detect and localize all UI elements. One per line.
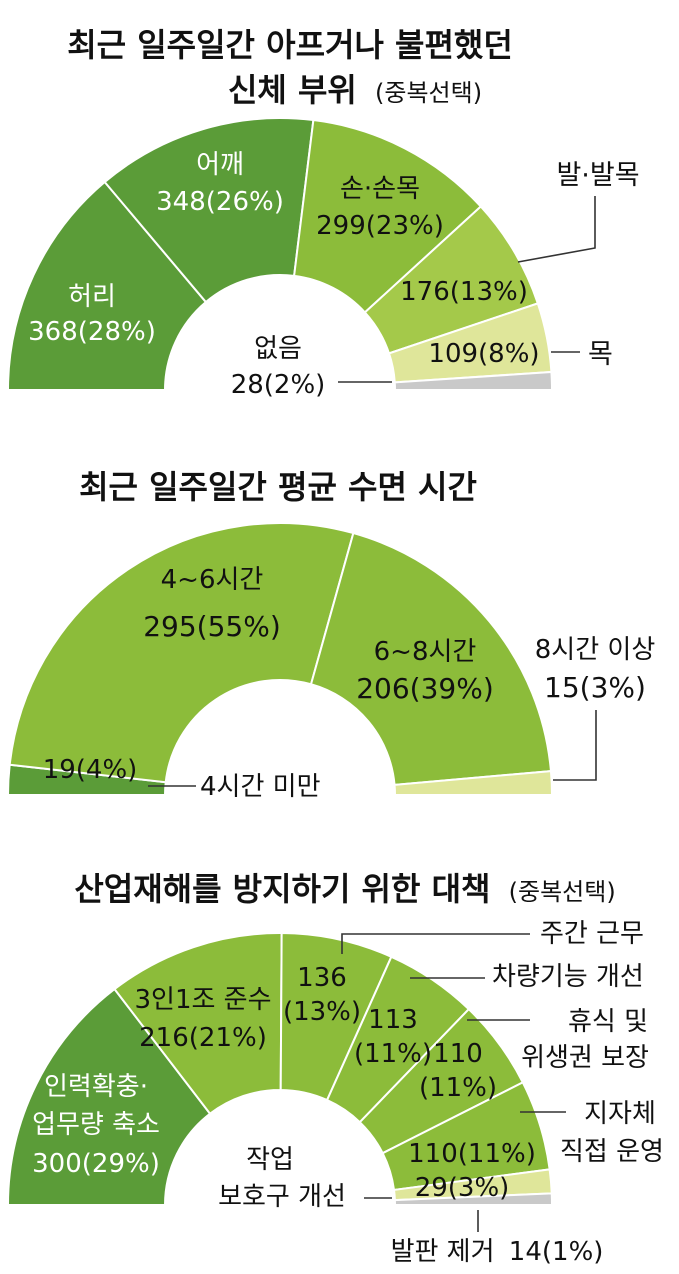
chart3-label-name-휴식: 휴식 및 xyxy=(568,1007,648,1037)
chart3-callout-주간 xyxy=(341,933,530,954)
chart1-slice-5 xyxy=(393,370,554,391)
chart1-arcs xyxy=(6,117,554,391)
chart1-label-name-목: 목 xyxy=(588,339,613,370)
chart3-label-value-차량: 113 xyxy=(368,1005,418,1035)
chart3-label-name-작업: 작업 xyxy=(246,1145,294,1175)
chart1-label-name-어깨: 어깨 xyxy=(196,150,244,180)
chart3-label-name-인력확충: 인력확충· xyxy=(44,1072,148,1102)
chart3-label-value2-주간: (13%) xyxy=(283,997,361,1027)
chart3-label-value-작업: 29(3%) xyxy=(415,1173,510,1203)
chart1-label-value-발발목: 176(13%) xyxy=(400,277,528,307)
chart3-label-value-지자체: 110(11%) xyxy=(408,1139,536,1169)
chart1-label-value-허리: 368(28%) xyxy=(28,317,156,347)
chart1-label-name-발발목: 발·발목 xyxy=(556,160,639,191)
chart1-label-name-없음: 없음 xyxy=(254,334,302,364)
chart2-arcs xyxy=(6,522,554,796)
chart2-slice-1 xyxy=(8,522,355,784)
chart1-title-second-line: 신체 부위 xyxy=(228,71,357,109)
chart3-label-name2-인력확충: 업무량 축소 xyxy=(32,1110,160,1140)
chart1-slice-1 xyxy=(103,117,315,304)
chart3-label-value-3인1조: 216(21%) xyxy=(139,1023,267,1053)
chart3-label-name2-지자체: 직접 운영 xyxy=(560,1137,664,1167)
chart1-slice-0 xyxy=(6,180,208,391)
chart2-label-value-6-8: 206(39%) xyxy=(356,672,494,705)
chart1-label-value-목: 109(8%) xyxy=(428,339,539,369)
chart3-label-value-인력확충: 300(29%) xyxy=(32,1149,160,1179)
chart1-title-line2: 신체 부위 (중복선택) xyxy=(228,71,482,109)
chart1-label-value-어깨: 348(26%) xyxy=(156,187,284,217)
chart1-label-name-손손목: 손·손목 xyxy=(340,174,420,204)
chart2-slice-2 xyxy=(309,531,553,786)
chart3-slice-1 xyxy=(113,932,283,1116)
chart3-label-name2-작업: 보호구 개선 xyxy=(218,1182,346,1212)
chart1-callout-발발목 xyxy=(517,196,596,263)
chart-accident-prevention: 산업재해를 방지하기 위한 대책 (중복선택) 인력확충· 업무량 축소 300… xyxy=(6,870,664,1267)
chart1-label-value-손손목: 299(23%) xyxy=(316,211,444,241)
chart3-label-value-휴식: 110 xyxy=(433,1039,483,1069)
chart2-label-name-6-8: 6~8시간 xyxy=(374,637,477,667)
chart2-label-value-under4: 19(4%) xyxy=(43,755,138,785)
chart3-slice-7 xyxy=(393,1192,554,1206)
chart3-label-name-지자체: 지자체 xyxy=(584,1099,656,1129)
chart1-title: 최근 일주일간 아프거나 불편했던 xyxy=(67,26,513,64)
chart1-label-value-없음: 28(2%) xyxy=(231,370,326,400)
chart3-title-line: 산업재해를 방지하기 위한 대책 (중복선택) xyxy=(74,870,615,908)
chart3-label-name-발판: 발판 제거 xyxy=(391,1237,495,1267)
chart3-label-value-발판: 14(1%) xyxy=(509,1237,604,1267)
chart2-label-value-over8: 15(3%) xyxy=(544,671,646,704)
chart-body-pain: 최근 일주일간 아프거나 불편했던 신체 부위 (중복선택) 허리 368(28… xyxy=(6,26,640,400)
chart3-label-name-주간: 주간 근무 xyxy=(540,919,644,949)
chart3-note: (중복선택) xyxy=(509,878,616,906)
chart3-slice-0 xyxy=(6,987,212,1206)
chart3-label-name2-휴식: 위생권 보장 xyxy=(521,1043,649,1073)
chart2-slice-3 xyxy=(393,769,554,796)
chart1-note: (중복선택) xyxy=(375,79,482,107)
chart3-arcs xyxy=(6,932,554,1206)
chart3-title: 산업재해를 방지하기 위한 대책 xyxy=(74,870,490,908)
chart3-label-name-차량: 차량기능 개선 xyxy=(492,962,644,992)
chart2-label-name-4-6: 4~6시간 xyxy=(161,565,264,595)
chart3-label-발판: 발판 제거 14(1%) xyxy=(391,1237,604,1267)
chart1-label-name-허리: 허리 xyxy=(68,282,116,312)
chart2-label-name-under4: 4시간 미만 xyxy=(200,772,321,802)
chart3-label-value2-휴식: (11%) xyxy=(419,1073,497,1103)
chart2-title: 최근 일주일간 평균 수면 시간 xyxy=(79,468,477,506)
chart2-callout-over8 xyxy=(553,710,597,781)
chart3-label-value2-차량: (11%) xyxy=(354,1039,432,1069)
chart3-label-value-주간: 136 xyxy=(297,963,347,993)
chart2-label-value-4-6: 295(55%) xyxy=(143,610,281,643)
chart2-label-name-over8: 8시간 이상 xyxy=(535,635,656,665)
chart-sleep-time: 최근 일주일간 평균 수면 시간 4~6시간 295(55%) 6~8시간 20… xyxy=(6,468,656,802)
chart3-label-name-3인1조: 3인1조 준수 xyxy=(134,985,271,1015)
